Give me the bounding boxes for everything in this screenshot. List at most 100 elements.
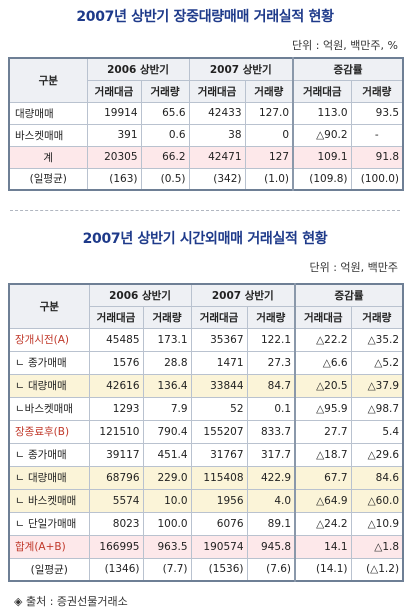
cell: 1293 — [88, 396, 144, 421]
cell: △1.8 — [350, 534, 404, 559]
cell: 122.1 — [246, 327, 296, 352]
cell: 115408 — [190, 465, 248, 490]
cell: 45485 — [88, 327, 144, 352]
cell: 5574 — [88, 488, 144, 513]
col-header-amount: 거래대금 — [294, 305, 352, 329]
cell: 0.1 — [246, 396, 296, 421]
group-header-change: 증감률 — [294, 283, 404, 307]
cell: 67.7 — [294, 465, 352, 490]
cell: △20.5 — [294, 373, 352, 398]
row-label: 장개시전(A) — [8, 327, 90, 352]
cell: △6.6 — [294, 350, 352, 375]
cell: △5.2 — [350, 350, 404, 375]
row-label: ㄴ바스켓매매 — [8, 396, 90, 421]
row-label: ㄴ 종가매매 — [8, 442, 90, 467]
row-label: 합계(A+B) — [8, 534, 90, 559]
cell: 27.7 — [294, 419, 352, 444]
cell: 451.4 — [142, 442, 192, 467]
cell: 35367 — [190, 327, 248, 352]
cell: 113.0 — [292, 101, 352, 125]
cell: (342) — [188, 167, 246, 191]
col-header-amount: 거래대금 — [190, 305, 248, 329]
table-row: ㄴ 대량매매 68796 229.0 115408 422.9 67.7 84.… — [8, 465, 404, 490]
cell: 91.8 — [350, 145, 404, 169]
cell: 833.7 — [246, 419, 296, 444]
cell: 391 — [86, 123, 142, 147]
cell: 229.0 — [142, 465, 192, 490]
cell: (7.6) — [246, 557, 296, 582]
col-header-volume: 거래량 — [350, 79, 404, 103]
group-header-2006: 2006 상반기 — [86, 57, 190, 81]
cell: 19914 — [86, 101, 142, 125]
section2-table: 구분 2006 상반기 2007 상반기 증감률 거래대금 거래량 거래대금 거… — [8, 283, 405, 582]
row-label: 대량매매 — [8, 101, 88, 125]
cell: 963.5 — [142, 534, 192, 559]
cell: 121510 — [88, 419, 144, 444]
row-label: (일평균) — [8, 167, 88, 191]
col-header-volume: 거래량 — [246, 305, 296, 329]
cell: 127.0 — [244, 101, 294, 125]
table-row: ㄴ 종가매매 39117 451.4 31767 317.7 △18.7 △29… — [8, 442, 404, 467]
cell: (100.0) — [350, 167, 404, 191]
group-header-2007: 2007 상반기 — [188, 57, 294, 81]
cell: 155207 — [190, 419, 248, 444]
cell: 0 — [244, 123, 294, 147]
group-header-2007: 2007 상반기 — [190, 283, 296, 307]
cell: 945.8 — [246, 534, 296, 559]
cell: 84.7 — [246, 373, 296, 398]
section2-title: 2007년 상반기 시간외매매 거래실적 현황 — [82, 231, 328, 247]
table-row: 바스켓매매 391 0.6 38 0 △90.2 - — [8, 123, 404, 147]
cell: (1346) — [88, 557, 144, 582]
cell: 65.6 — [140, 101, 190, 125]
cell: 0.6 — [140, 123, 190, 147]
col-header-amount: 거래대금 — [188, 79, 246, 103]
cell: 66.2 — [140, 145, 190, 169]
cell: 42433 — [188, 101, 246, 125]
cell: 4.0 — [246, 488, 296, 513]
col-header-volume: 거래량 — [350, 305, 404, 329]
cell: 127 — [244, 145, 294, 169]
table-row: 합계(A+B) 166995 963.5 190574 945.8 14.1 △… — [8, 534, 404, 559]
cell: △18.7 — [294, 442, 352, 467]
section1-table: 구분 2006 상반기 2007 상반기 증감률 거래대금 거래량 거래대금 거… — [8, 57, 405, 191]
cell: 109.1 — [292, 145, 352, 169]
cell: 10.0 — [142, 488, 192, 513]
cell: 89.1 — [246, 511, 296, 536]
row-label: ㄴ 종가매매 — [8, 350, 90, 375]
cell: △37.9 — [350, 373, 404, 398]
cell: 68796 — [88, 465, 144, 490]
cell: △98.7 — [350, 396, 404, 421]
corner-header: 구분 — [8, 57, 88, 103]
table-row: ㄴ바스켓매매 1293 7.9 52 0.1 △95.9 △98.7 — [8, 396, 404, 421]
col-header-volume: 거래량 — [142, 305, 192, 329]
cell: 1576 — [88, 350, 144, 375]
cell: 42471 — [188, 145, 246, 169]
cell: 33844 — [190, 373, 248, 398]
cell: △29.6 — [350, 442, 404, 467]
row-label: 바스켓매매 — [8, 123, 88, 147]
table-row: 계 20305 66.2 42471 127 109.1 91.8 — [8, 145, 404, 169]
table-row: ㄴ 대량매매 42616 136.4 33844 84.7 △20.5 △37.… — [8, 373, 404, 398]
col-header-volume: 거래량 — [244, 79, 294, 103]
cell: 1956 — [190, 488, 248, 513]
cell: (7.7) — [142, 557, 192, 582]
corner-header: 구분 — [8, 283, 90, 329]
cell: (△1.2) — [350, 557, 404, 582]
row-label: ㄴ 단일가매매 — [8, 511, 90, 536]
table-row: 대량매매 19914 65.6 42433 127.0 113.0 93.5 — [8, 101, 404, 125]
col-header-volume: 거래량 — [140, 79, 190, 103]
table-row: 장개시전(A) 45485 173.1 35367 122.1 △22.2 △3… — [8, 327, 404, 352]
row-label: 계 — [8, 145, 88, 169]
col-header-amount: 거래대금 — [86, 79, 142, 103]
section-divider — [10, 210, 400, 211]
cell: 20305 — [86, 145, 142, 169]
cell: △35.2 — [350, 327, 404, 352]
row-label: ㄴ 바스켓매매 — [8, 488, 90, 513]
cell: 52 — [190, 396, 248, 421]
cell: 39117 — [88, 442, 144, 467]
col-header-amount: 거래대금 — [292, 79, 352, 103]
cell: 84.6 — [350, 465, 404, 490]
cell: △24.2 — [294, 511, 352, 536]
cell: (109.8) — [292, 167, 352, 191]
cell: 28.8 — [142, 350, 192, 375]
